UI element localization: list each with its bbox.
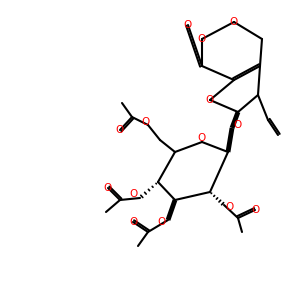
Text: O: O [198, 34, 206, 44]
Text: O: O [230, 17, 238, 27]
Text: O: O [226, 202, 234, 212]
Text: O: O [104, 183, 112, 193]
Text: O: O [197, 133, 205, 143]
Text: O: O [183, 20, 191, 30]
Text: O: O [233, 120, 241, 130]
Text: O: O [116, 125, 124, 135]
Text: O: O [142, 117, 150, 127]
Text: O: O [206, 95, 214, 105]
Text: O: O [130, 189, 138, 199]
Text: O: O [129, 217, 137, 227]
Text: O: O [158, 217, 166, 227]
Text: O: O [251, 205, 259, 215]
